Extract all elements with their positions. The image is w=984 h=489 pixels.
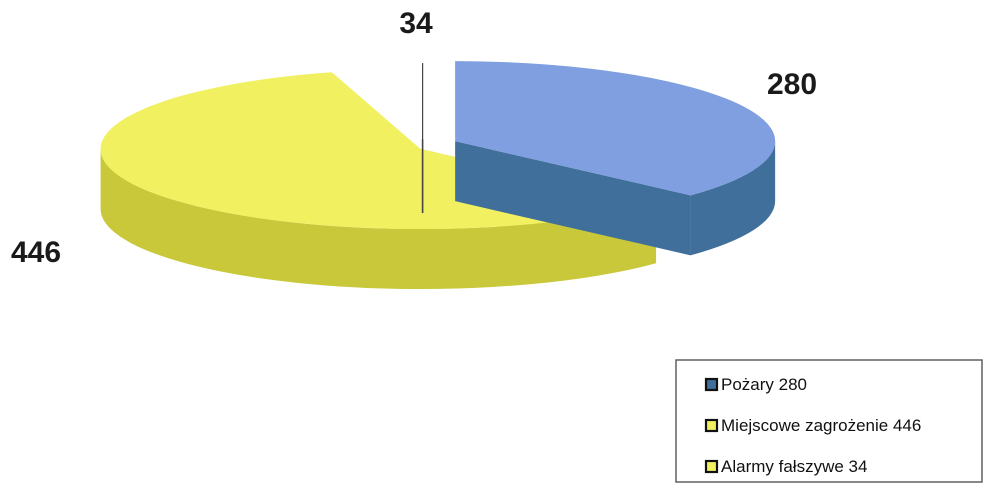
pie-slice-wall-pozary [455, 141, 691, 256]
legend-swatch-miejscowe-zagrozenie [704, 418, 719, 433]
data-label-pozary: 280 [767, 68, 817, 101]
legend-swatch-pozary [704, 377, 719, 392]
legend-entry-miejscowe-zagrozenie: Miejscowe zagrożenie 446 [704, 416, 921, 435]
pie-slice-rim-miejscowe-zagrozenie-0 [100, 149, 657, 290]
legend-swatch-alarmy-falszywe [704, 459, 719, 474]
legend-frame [675, 359, 983, 483]
pie-slice-rim-pozary-0 [690, 141, 776, 256]
legend-label-pozary: Pożary 280 [721, 375, 807, 394]
pie-slices [100, 61, 776, 290]
legend-entry-pozary: Pożary 280 [704, 375, 807, 394]
data-label-miejscowe-zagrozenie: 446 [11, 236, 61, 269]
data-labels: 280 446 34 [11, 7, 817, 269]
legend: Pożary 280 Miejscowe zagrożenie 446 Alar… [675, 359, 983, 483]
pie-slice-pozary [455, 61, 776, 256]
pie-slice-top-pozary [455, 61, 776, 196]
legend-entry-alarmy-falszywe: Alarmy fałszywe 34 [704, 457, 867, 476]
legend-label-miejscowe-zagrozenie: Miejscowe zagrożenie 446 [721, 416, 921, 435]
legend-label-alarmy-falszywe: Alarmy fałszywe 34 [721, 457, 867, 476]
data-label-alarmy-falszywe: 34 [399, 7, 433, 40]
